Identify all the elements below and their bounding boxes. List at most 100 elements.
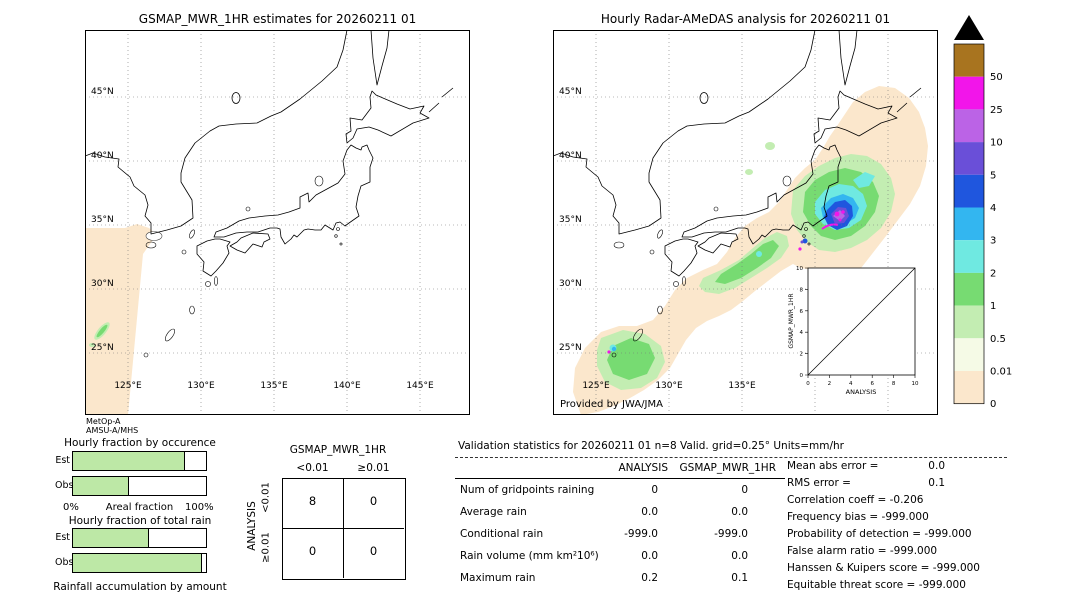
total-obs-fill (73, 554, 202, 572)
svg-text:2: 2 (828, 381, 832, 387)
swath-light-rain-dot (89, 343, 95, 347)
map-frame (85, 30, 470, 415)
svg-text:4: 4 (800, 330, 804, 336)
svg-text:50: 50 (990, 72, 1003, 83)
lat-label: 30°N (91, 279, 114, 289)
swath-data-gap (145, 231, 163, 241)
contingency-row-header-2: ≥0.01 (260, 532, 272, 563)
sensor-name: MetOp-A (86, 417, 121, 426)
right-map-axis-labels: 45°N 40°N 35°N 30°N 25°N 125°E 130°E 135… (559, 87, 756, 391)
total-obs-bar (72, 553, 207, 573)
svg-text:0: 0 (800, 373, 804, 379)
lon-label: 125°E (114, 381, 142, 391)
total-rain-chart-title: Hourly fraction of total rain (68, 515, 212, 527)
stats-row: Conditional rain -999.0 -999.0 (460, 528, 748, 540)
inset-y-axis-label: GSMAP_MWR_1HR (788, 293, 795, 348)
axis-0pct-label: 0% (63, 502, 79, 513)
contingency-row-header-1: <0.01 (260, 482, 272, 513)
contingency-title: GSMAP_MWR_1HR (289, 444, 387, 456)
lat-label: 25°N (91, 343, 114, 353)
colorbar-tick-labels: 50 25 10 5 4 3 2 1 0.5 0.01 0 (990, 72, 1012, 410)
occurrence-obs-bar (72, 476, 207, 496)
grid-lines (85, 30, 470, 415)
svg-text:10: 10 (912, 381, 919, 387)
areal-fraction-label: Areal fraction (105, 502, 174, 513)
contingency-cell-miss: 0 (369, 494, 378, 508)
lon-label: 135°E (260, 381, 288, 391)
stats-header-underline (455, 478, 785, 479)
svg-text:2: 2 (800, 352, 804, 358)
stats-title: Validation statistics for 20260211 01 n=… (458, 440, 844, 452)
stats-header-row: ANALYSIS GSMAP_MWR_1HR (455, 462, 785, 477)
svg-text:25: 25 (990, 105, 1003, 116)
identity-line (807, 267, 916, 376)
contingency-cell-hit: 8 (308, 494, 317, 508)
occurrence-est-bar (72, 451, 207, 471)
lat-label: 25°N (559, 343, 582, 353)
lon-label: 135°E (728, 381, 756, 391)
svg-text:8: 8 (800, 287, 804, 293)
lon-label: 125°E (582, 381, 610, 391)
svg-text:10: 10 (796, 266, 803, 272)
stat-line: Probability of detection = -999.000 (787, 528, 972, 540)
inset-ticks (805, 267, 916, 378)
obs-row-label: Obs (55, 480, 74, 491)
est-row-label: Est (55, 532, 70, 543)
lon-label: 140°E (333, 381, 361, 391)
stat-line: False alarm ratio = -999.000 (787, 545, 938, 557)
svg-text:4: 4 (849, 381, 853, 387)
gsmap-estimate-map: 45°N 40°N 35°N 30°N 25°N 125°E 130°E 135… (85, 30, 470, 415)
svg-text:4: 4 (990, 203, 996, 214)
svg-text:0: 0 (990, 399, 996, 410)
lat-label: 45°N (559, 87, 582, 97)
obs-row-label: Obs (55, 557, 74, 568)
swath-light-rain-streak-core (96, 324, 108, 338)
contingency-col-header-1: <0.01 (296, 462, 329, 474)
colorbar-segments (954, 44, 984, 404)
stats-row: Num of gridpoints raining 0 0 (460, 484, 748, 496)
instrument-name: AMSU-A/MHS (86, 426, 139, 435)
stats-col-analysis: ANALYSIS (618, 462, 668, 474)
gsmap-swath-overlay (85, 224, 163, 415)
lat-label: 40°N (91, 151, 114, 161)
contingency-table-panel: GSMAP_MWR_1HR <0.01 ≥0.01 8 0 0 0 <0.01 … (238, 440, 418, 610)
svg-text:3: 3 (990, 236, 996, 247)
contingency-cell-correctnull: 0 (369, 544, 378, 558)
lon-label: 145°E (406, 381, 434, 391)
svg-text:8: 8 (892, 381, 896, 387)
contingency-hline (282, 528, 404, 529)
lon-label: 130°E (187, 381, 215, 391)
validation-stats-panel: Validation statistics for 20260211 01 n=… (455, 438, 1015, 612)
stats-col-gsmap: GSMAP_MWR_1HR (679, 462, 776, 474)
svg-text:0: 0 (806, 381, 810, 387)
total-est-bar (72, 528, 207, 548)
inset-y-tick-labels: 0 2 4 6 8 10 (796, 266, 804, 379)
right-map-title: Hourly Radar-AMeDAS analysis for 2026021… (600, 12, 891, 26)
radar-precip-overlay (573, 86, 928, 415)
svg-text:10: 10 (990, 138, 1003, 149)
svg-text:2: 2 (990, 268, 996, 279)
left-map-title: GSMAP_MWR_1HR estimates for 20260211 01 (138, 12, 417, 26)
rainfall-accumulation-label: Rainfall accumulation by amount (53, 581, 227, 593)
occurrence-chart-title: Hourly fraction by occurence (64, 437, 216, 449)
grid-lines (553, 30, 938, 415)
rain-25mm-cores (607, 210, 845, 354)
occurrence-est-fill (73, 452, 185, 470)
svg-text:6: 6 (800, 309, 804, 315)
svg-text:1: 1 (990, 301, 996, 312)
stats-row: Rain volume (mm km²10⁶) 0.0 0.0 (460, 550, 748, 562)
stat-line: Equitable threat score = -999.000 (787, 579, 966, 591)
occurrence-obs-fill (73, 477, 129, 495)
radar-analysis-map: 45°N 40°N 35°N 30°N 25°N 125°E 130°E 135… (553, 30, 938, 415)
stats-dashed-divider (455, 457, 1007, 458)
stat-line: Frequency bias = -999.000 (787, 511, 929, 523)
lat-label: 30°N (559, 279, 582, 289)
svg-text:0.01: 0.01 (990, 367, 1012, 378)
inset-x-axis-label: ANALYSIS (846, 388, 877, 396)
overflow-triangle-icon (954, 15, 984, 40)
contingency-col-header-2: ≥0.01 (357, 462, 390, 474)
stats-row: Maximum rain 0.2 0.1 (460, 572, 748, 584)
stat-line: Hanssen & Kuipers score = -999.000 (787, 562, 980, 574)
axis-100pct-label: 100% (185, 502, 214, 513)
